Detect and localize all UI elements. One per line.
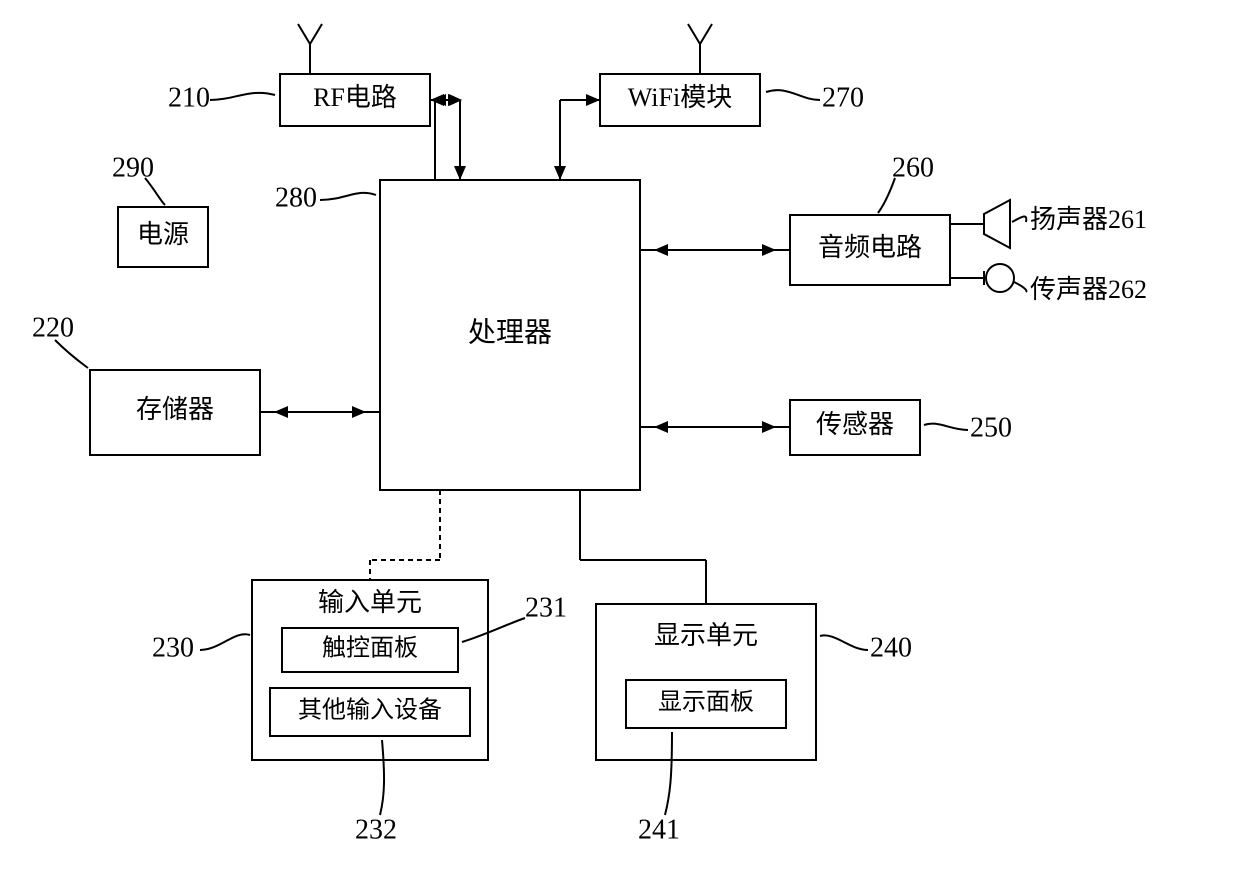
num-sensor: 250 (970, 412, 1012, 443)
label-panel: 显示面板 (658, 689, 754, 716)
label-rf: RF电路 (313, 83, 397, 112)
num-audio: 260 (892, 152, 934, 183)
node-processor: 处理器 (380, 180, 640, 490)
num-power: 290 (112, 152, 154, 183)
node-memory: 存储器 (90, 370, 260, 455)
label-display: 显示单元 (654, 621, 758, 650)
node-power: 电源 (118, 207, 208, 267)
mic-icon (950, 264, 1026, 292)
speaker-icon (950, 200, 1026, 248)
num-mem: 220 (32, 312, 74, 343)
label-mic: 传声器262 (1030, 275, 1147, 304)
label-sensor: 传感器 (816, 410, 894, 439)
node-panel: 显示面板 (626, 680, 786, 728)
leader-proc (320, 193, 376, 200)
block-diagram: RF电路 WiFi模块 电源 处理器 音频电路 存储器 传感器 输入单元 触控面… (0, 0, 1240, 873)
label-memory: 存储器 (136, 395, 214, 424)
edge-proc-audio (640, 244, 790, 256)
node-other: 其他输入设备 (270, 688, 470, 736)
label-input: 输入单元 (318, 588, 422, 617)
leader-rf (210, 93, 275, 100)
num-wifi: 270 (822, 82, 864, 113)
num-rf: 210 (168, 82, 210, 113)
label-audio: 音频电路 (818, 233, 922, 262)
num-other: 232 (355, 814, 397, 845)
label-other: 其他输入设备 (298, 697, 442, 724)
num-panel: 241 (638, 814, 680, 845)
label-wifi: WiFi模块 (628, 83, 732, 112)
node-input: 输入单元 (252, 580, 488, 760)
label-speaker: 扬声器261 (1030, 205, 1147, 234)
leader-mem (55, 340, 88, 368)
num-disp: 240 (870, 632, 912, 663)
node-display: 显示单元 (596, 604, 816, 760)
leader-touch (462, 618, 525, 642)
node-rf: RF电路 (280, 74, 430, 126)
node-wifi: WiFi模块 (600, 74, 760, 126)
num-input: 230 (152, 632, 194, 663)
leader-panel (665, 732, 672, 815)
leader-sensor (924, 424, 968, 430)
label-processor: 处理器 (468, 316, 552, 348)
leader-input (200, 634, 250, 650)
num-touch: 231 (525, 592, 567, 623)
edge-proc-display (580, 490, 706, 604)
antenna-wifi (688, 24, 712, 74)
node-touch: 触控面板 (282, 628, 458, 672)
edge-proc-input (370, 490, 440, 580)
leader-disp (820, 635, 868, 650)
leader-other (380, 740, 384, 815)
label-touch: 触控面板 (322, 635, 418, 662)
node-audio: 音频电路 (790, 215, 950, 285)
edge-proc-memory (260, 406, 380, 418)
num-proc: 280 (275, 182, 317, 213)
label-power: 电源 (137, 220, 189, 249)
edge-proc-sensor (640, 421, 790, 433)
leader-wifi (766, 90, 820, 100)
node-sensor: 传感器 (790, 400, 920, 455)
antenna-rf (298, 24, 322, 74)
